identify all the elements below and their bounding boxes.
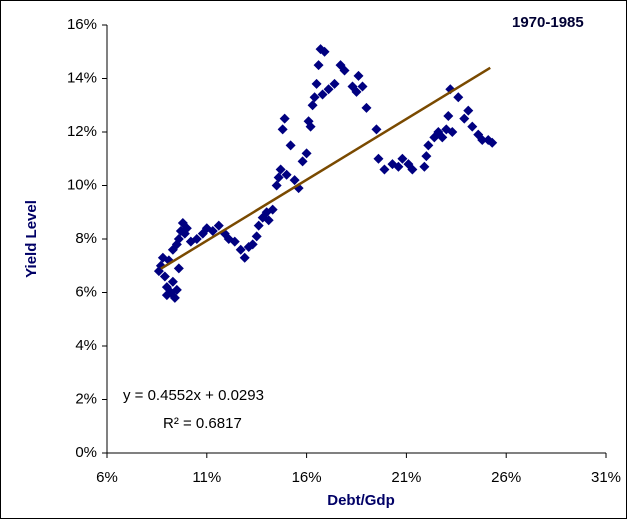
point bbox=[277, 124, 288, 135]
point bbox=[271, 180, 282, 191]
trend-equation: y = 0.4552x + 0.0293 bbox=[123, 387, 264, 404]
point bbox=[351, 86, 362, 97]
chart-title: 1970-1985 bbox=[512, 14, 584, 31]
point bbox=[191, 234, 202, 244]
point bbox=[423, 140, 434, 151]
point bbox=[285, 140, 296, 151]
point bbox=[169, 292, 180, 303]
point bbox=[253, 220, 264, 231]
x-tick-label: 21% bbox=[391, 469, 421, 486]
point bbox=[459, 113, 470, 124]
point bbox=[251, 231, 262, 242]
point bbox=[279, 113, 290, 124]
point bbox=[453, 92, 464, 103]
point bbox=[329, 78, 340, 89]
point bbox=[229, 236, 240, 247]
point bbox=[159, 271, 170, 282]
point bbox=[301, 148, 312, 159]
point bbox=[379, 164, 390, 175]
y-tick-label: 8% bbox=[75, 230, 97, 247]
point bbox=[443, 110, 454, 121]
point bbox=[247, 239, 258, 250]
point bbox=[171, 284, 182, 295]
point bbox=[371, 124, 382, 135]
point bbox=[167, 276, 178, 287]
point bbox=[297, 156, 308, 167]
point bbox=[207, 225, 218, 236]
x-tick-label: 31% bbox=[591, 469, 621, 486]
point bbox=[173, 263, 184, 274]
point bbox=[477, 135, 488, 146]
point bbox=[267, 204, 278, 215]
point bbox=[311, 78, 322, 89]
point bbox=[393, 161, 404, 172]
y-tick-label: 2% bbox=[75, 390, 97, 407]
point bbox=[317, 89, 328, 100]
point bbox=[373, 153, 384, 164]
point bbox=[463, 105, 474, 116]
trend-r-squared: R² = 0.6817 bbox=[163, 415, 242, 432]
point bbox=[339, 65, 350, 76]
point bbox=[323, 84, 334, 95]
point bbox=[361, 102, 372, 113]
point bbox=[239, 252, 250, 263]
point bbox=[467, 121, 478, 132]
x-tick-label: 11% bbox=[192, 469, 221, 486]
point bbox=[263, 215, 274, 226]
point bbox=[397, 153, 408, 164]
point bbox=[275, 164, 286, 175]
y-tick-label: 16% bbox=[67, 16, 97, 33]
point bbox=[281, 169, 292, 180]
point bbox=[447, 127, 458, 137]
trendline bbox=[160, 66, 491, 270]
x-tick-label: 16% bbox=[292, 469, 322, 486]
x-tick-label: 6% bbox=[96, 469, 118, 486]
point bbox=[235, 244, 246, 255]
point bbox=[309, 92, 320, 103]
point bbox=[407, 164, 418, 175]
point bbox=[437, 132, 448, 143]
point bbox=[353, 70, 364, 81]
point bbox=[289, 175, 300, 186]
x-tick-label: 26% bbox=[491, 469, 521, 486]
point bbox=[487, 137, 498, 148]
y-tick-label: 6% bbox=[75, 283, 97, 300]
point bbox=[307, 100, 318, 111]
point bbox=[213, 220, 224, 231]
point bbox=[313, 60, 324, 71]
point bbox=[305, 121, 316, 132]
y-tick-label: 0% bbox=[75, 444, 97, 461]
y-tick-label: 12% bbox=[67, 123, 97, 140]
x-axis-label: Debt/Gdp bbox=[327, 492, 395, 509]
point bbox=[273, 172, 284, 183]
y-tick-label: 10% bbox=[67, 176, 97, 193]
y-tick-label: 14% bbox=[67, 69, 97, 86]
point bbox=[319, 46, 330, 57]
point bbox=[181, 223, 192, 234]
y-tick-label: 4% bbox=[75, 337, 97, 354]
point bbox=[421, 151, 432, 162]
y-axis-label: Yield Level bbox=[23, 200, 40, 278]
point bbox=[419, 161, 430, 172]
point bbox=[173, 234, 184, 244]
point bbox=[357, 81, 368, 92]
